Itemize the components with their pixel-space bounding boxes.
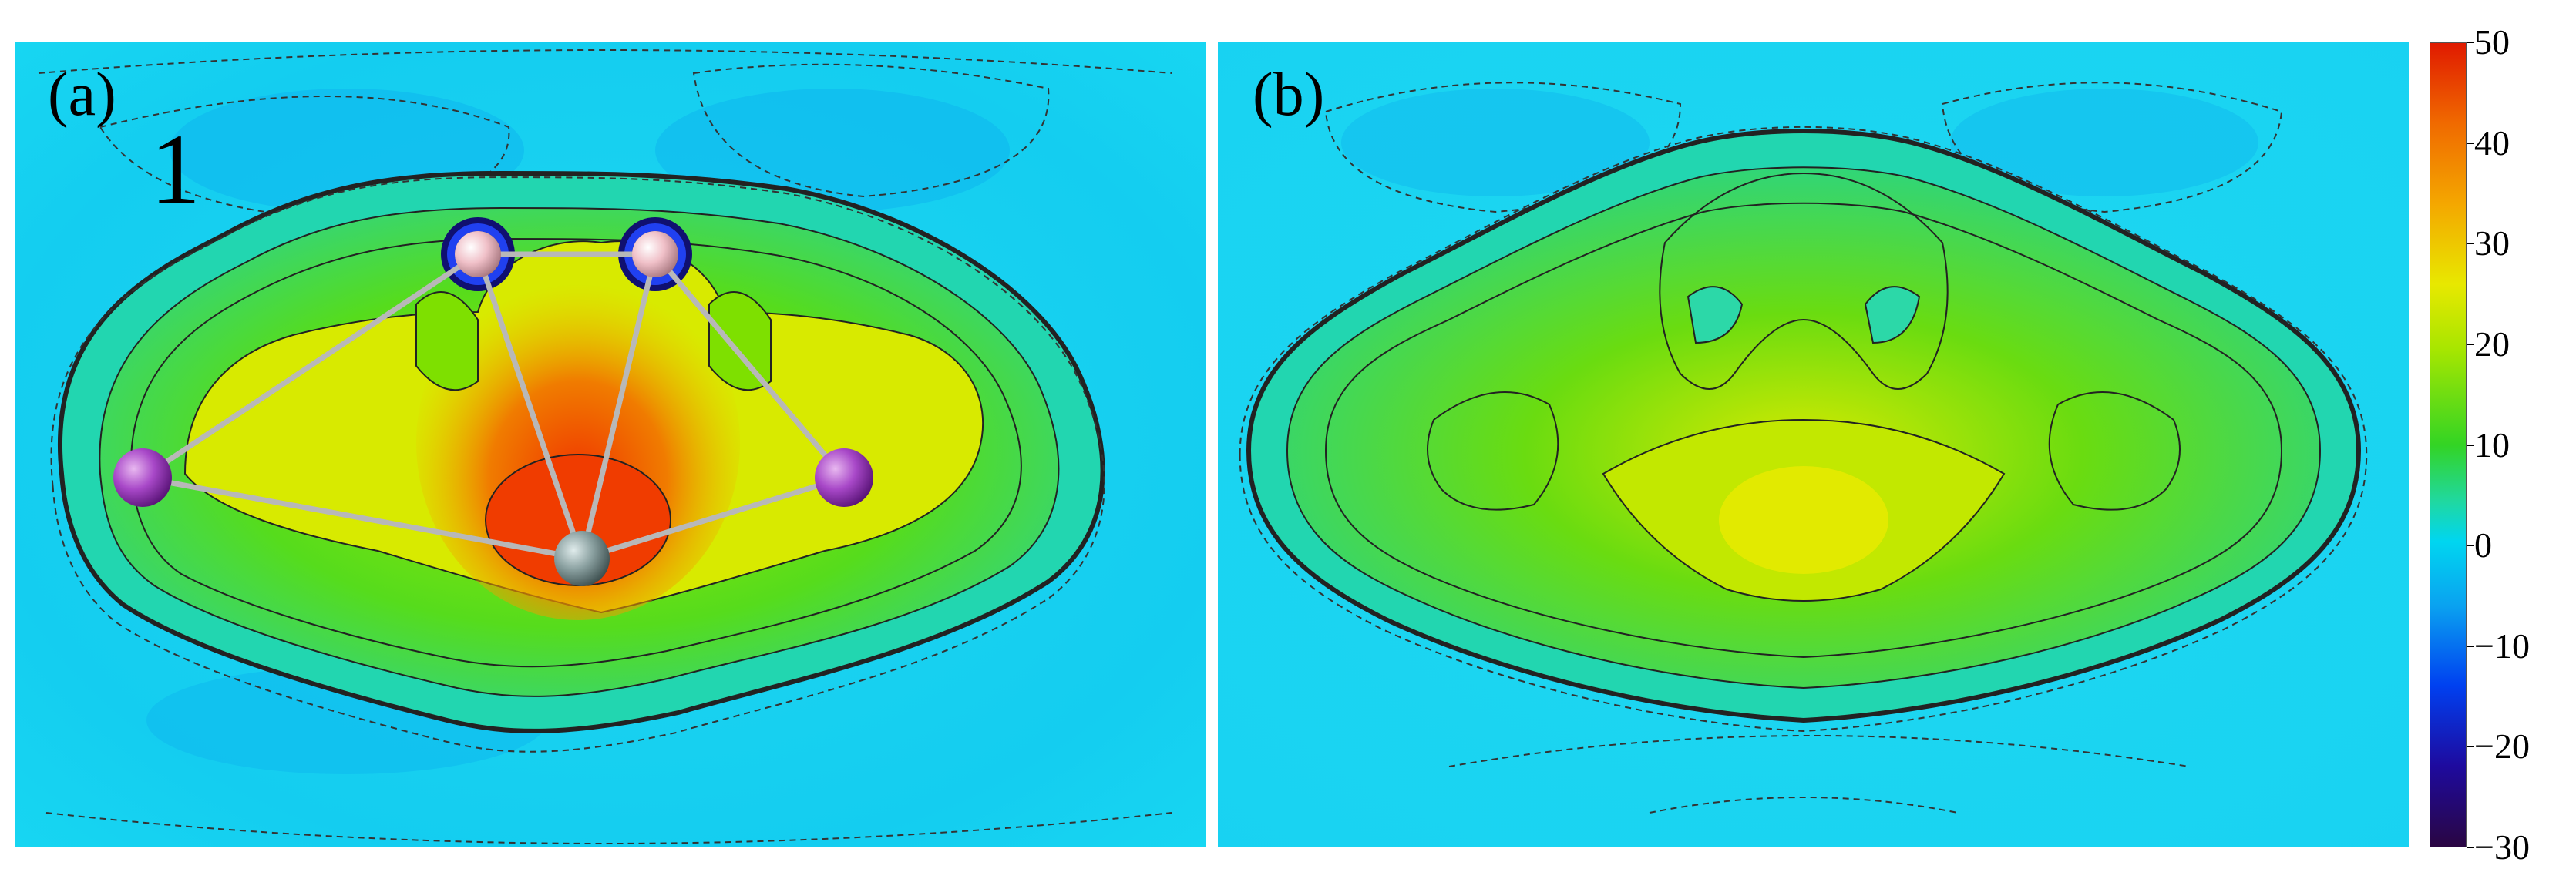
colorbar-tick-label: −30 (2474, 827, 2530, 867)
panel-label-a: (a) (48, 61, 116, 129)
colorbar-tick-label: −20 (2474, 726, 2530, 767)
colorbar-tick-mark (2467, 746, 2474, 748)
colorbar-tick-label: 50 (2474, 22, 2510, 62)
atom-purple-left (113, 448, 172, 507)
colorbar-tick-mark (2467, 142, 2474, 144)
contour-map-b (1218, 42, 2409, 847)
panel-label-b: (b) (1253, 61, 1325, 129)
colorbar-tick-mark (2467, 343, 2474, 345)
atom-purple-right (815, 448, 873, 507)
panel-b: (b) (1218, 42, 2409, 847)
colorbar-tick-mark (2467, 645, 2474, 647)
atom-pink-right (632, 231, 678, 277)
molecule-bonds (141, 251, 846, 562)
colorbar-tick-mark (2467, 42, 2474, 43)
colorbar-tick-mark (2467, 243, 2474, 245)
colorbar-tick-mark (2467, 847, 2474, 848)
molecule-label: 1 (150, 114, 200, 225)
colorbar-tick-label: 40 (2474, 122, 2510, 163)
colorbar-tick-label: 0 (2474, 525, 2492, 565)
colorbar-tick-mark (2467, 545, 2474, 547)
contour-map-a (15, 42, 1206, 847)
colorbar-tick-label: 10 (2474, 424, 2510, 465)
colorbar (2430, 42, 2467, 847)
colorbar-tick-label: −10 (2474, 626, 2530, 666)
panel-a: (a) 1 (15, 42, 1206, 847)
colorbar-tick-label: 20 (2474, 324, 2510, 364)
atom-pink-left (455, 231, 501, 277)
atom-gray-center (554, 531, 610, 586)
colorbar-tick-mark (2467, 444, 2474, 446)
colorbar-tick-label: 30 (2474, 223, 2510, 263)
